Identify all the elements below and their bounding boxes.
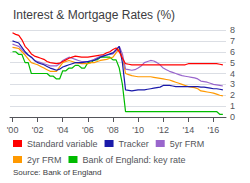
svg-text:5yr FRM: 5yr FRM <box>170 139 205 149</box>
svg-text:'10: '10 <box>132 125 144 135</box>
svg-text:'16: '16 <box>208 125 220 135</box>
svg-text:0: 0 <box>230 112 235 122</box>
svg-text:Bank of England: key rate: Bank of England: key rate <box>82 155 185 165</box>
svg-text:'06: '06 <box>82 125 94 135</box>
svg-text:2: 2 <box>230 90 235 100</box>
svg-text:8: 8 <box>230 25 235 35</box>
svg-text:Interest & Mortgage Rates (%): Interest & Mortgage Rates (%) <box>13 8 175 22</box>
svg-text:Tracker: Tracker <box>119 139 149 149</box>
svg-text:'00: '00 <box>7 125 19 135</box>
svg-text:'14: '14 <box>182 125 194 135</box>
svg-text:'02: '02 <box>32 125 44 135</box>
svg-text:6: 6 <box>230 47 235 57</box>
svg-text:2yr FRM: 2yr FRM <box>27 155 62 165</box>
svg-text:1: 1 <box>230 101 235 111</box>
svg-text:'08: '08 <box>107 125 119 135</box>
svg-text:7: 7 <box>230 36 235 46</box>
svg-text:'12: '12 <box>157 125 169 135</box>
svg-text:Source: Bank of England: Source: Bank of England <box>13 168 102 177</box>
svg-text:3: 3 <box>230 79 235 89</box>
svg-text:4: 4 <box>230 69 235 79</box>
svg-text:'04: '04 <box>57 125 69 135</box>
svg-text:Standard variable: Standard variable <box>27 139 98 149</box>
svg-text:5: 5 <box>230 58 235 68</box>
